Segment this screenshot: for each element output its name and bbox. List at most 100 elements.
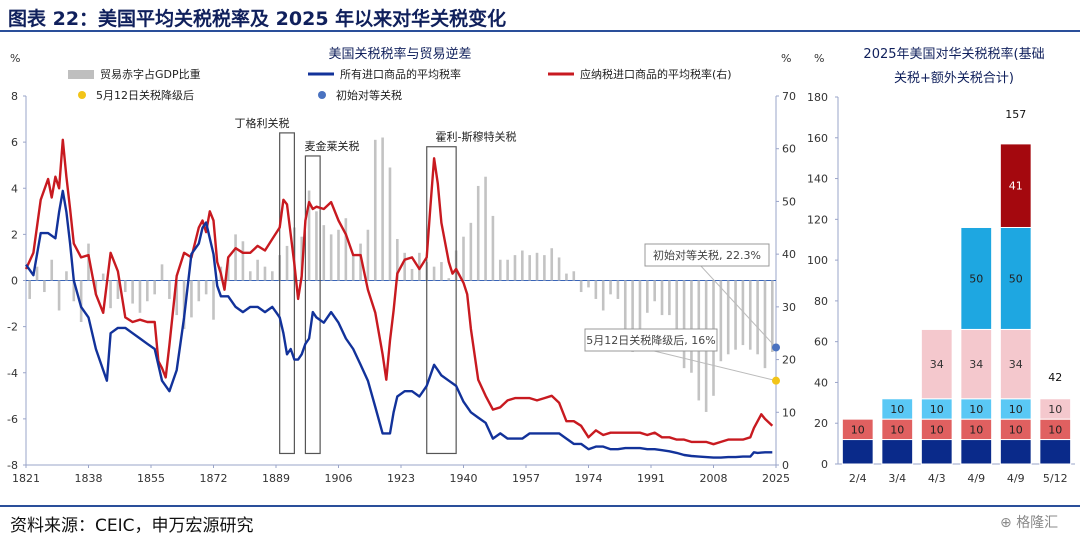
deficit-bar (469, 222, 473, 281)
deficit-bar (381, 137, 384, 281)
right-y-tick-label: 0 (782, 459, 789, 472)
stacked-bar-segment (841, 418, 874, 441)
bar-total-label: 157 (1005, 108, 1026, 121)
bar-y-tick-label: 60 (814, 336, 828, 349)
deficit-bar (741, 280, 745, 346)
stacked-bar-segment (920, 328, 953, 400)
callout-label: 初始对等关税, 22.3% (653, 248, 761, 262)
left-chart-title: 美国关税税率与贸易逆差 (328, 46, 471, 62)
bar-y-tick-label: 120 (807, 213, 828, 226)
deficit-bar (87, 243, 90, 281)
left-axis-unit: % (10, 52, 20, 65)
deficit-bar (418, 252, 421, 281)
deficit-bar (440, 262, 443, 281)
x-tick-label: 1991 (637, 472, 665, 485)
deficit-bar (594, 280, 598, 299)
deficit-bar (168, 280, 171, 299)
right-y-tick-label: 30 (782, 301, 796, 314)
deficit-bar (322, 225, 326, 281)
stacked-bar-segment (999, 143, 1032, 228)
deficit-bar (248, 271, 252, 281)
deficit-bar (50, 259, 54, 281)
bar-segment-label: 10 (851, 423, 865, 436)
tariff-act-box (279, 132, 295, 455)
right-y-tick-label: 70 (782, 90, 796, 103)
right-y-tick-label: 10 (782, 406, 796, 419)
bottom-rule (0, 505, 1080, 507)
deficit-bar (351, 255, 355, 281)
deficit-bar (521, 250, 524, 281)
bar-y-tick-label: 180 (807, 91, 828, 104)
deficit-bar (190, 280, 193, 318)
deficit-bar (329, 234, 333, 281)
left-y-tick-label: 8 (11, 90, 18, 103)
deficit-bar (462, 236, 465, 281)
legend-label: 所有进口商品的平均税率 (340, 67, 461, 81)
deficit-bar (638, 280, 642, 334)
tariff-marker-point (772, 343, 780, 352)
deficit-bar (726, 280, 730, 355)
source-note: 资料来源：CEIC，申万宏源研究 (10, 516, 254, 536)
stacked-bar-segment (1039, 439, 1072, 465)
deficit-bar (763, 280, 767, 369)
deficit-bar (675, 280, 679, 332)
deficit-bar (43, 280, 46, 293)
deficit-bar (601, 280, 605, 311)
x-tick-label: 1940 (450, 472, 478, 485)
deficit-bar (646, 280, 649, 313)
deficit-bar (388, 167, 392, 281)
bar-segment-label: 41 (1009, 180, 1023, 193)
stacked-bar-segment (999, 439, 1032, 465)
deficit-bar (410, 268, 414, 281)
deficit-bar (609, 280, 612, 295)
bar-category-label: 4/3 (928, 472, 946, 485)
x-tick-label: 2008 (700, 472, 728, 485)
watermark-icon: ⊕ (1000, 515, 1012, 531)
left-y-tick-label: 6 (11, 136, 18, 149)
callout-box (644, 243, 770, 267)
bar-segment-label: 10 (890, 423, 904, 436)
deficit-bar (498, 259, 502, 281)
deficit-bar (285, 245, 289, 281)
stacked-bar-segment (881, 398, 914, 420)
left-y-tick-label: 0 (11, 275, 18, 288)
deficit-bar (557, 257, 561, 281)
bar-segment-label: 34 (930, 358, 944, 371)
deficit-bar (528, 255, 531, 281)
deficit-bar (535, 252, 539, 281)
deficit-bar (447, 278, 451, 281)
bar-y-tick-label: 20 (814, 417, 828, 430)
stacked-bar-segment (960, 226, 993, 330)
watermark-text: 格隆汇 (1016, 515, 1059, 531)
deficit-bar (373, 139, 377, 281)
deficit-bar (123, 280, 127, 293)
bar-segment-label: 10 (1009, 423, 1023, 436)
stacked-bar-segment (960, 439, 993, 465)
legend-swatch (318, 91, 326, 99)
deficit-bar (94, 280, 98, 295)
deficit-bar (668, 280, 671, 316)
left-y-tick-label: -2 (7, 321, 18, 334)
deficit-bar (513, 255, 517, 281)
x-tick-label: 1889 (262, 472, 290, 485)
deficit-bar (153, 280, 156, 295)
x-tick-label: 2025 (762, 472, 790, 485)
left-y-tick-label: -6 (7, 413, 18, 426)
top-rule (0, 30, 1080, 32)
bar-segment-label: 34 (969, 358, 983, 371)
deficit-bar (565, 273, 568, 281)
x-tick-label: 1838 (75, 472, 103, 485)
deficit-bar (550, 248, 554, 281)
deficit-bar (79, 280, 83, 323)
right-y-tick-label: 20 (782, 354, 796, 367)
deficit-bar (256, 259, 259, 281)
deficit-bar (476, 185, 480, 281)
deficit-bar (616, 280, 620, 299)
callout-label: 5月12日关税降级后, 16% (586, 333, 715, 347)
deficit-bar (226, 259, 230, 281)
bar-segment-label: 10 (930, 403, 944, 416)
deficit-bar (719, 280, 723, 362)
deficit-bar (631, 280, 634, 352)
